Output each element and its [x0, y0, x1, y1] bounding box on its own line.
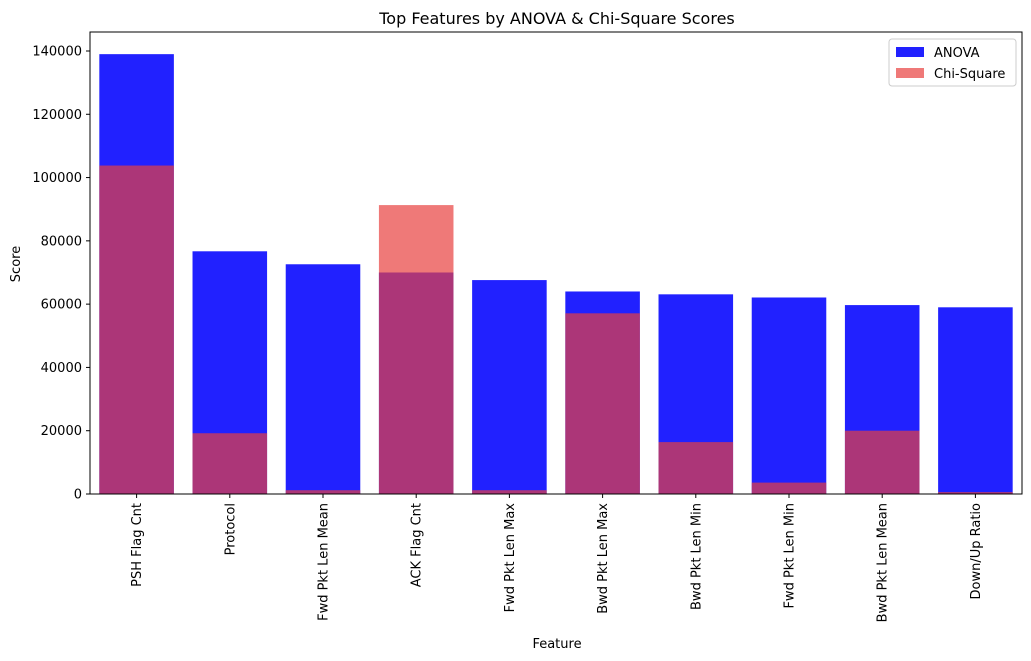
y-tick-label: 20000: [41, 424, 82, 439]
y-tick-label: 120000: [32, 108, 82, 123]
bar-1-10: [938, 307, 1013, 494]
bar-1-8: [751, 297, 827, 494]
x-tick-label: Down/Up Ratio: [969, 503, 984, 600]
bar-1-5: [472, 280, 547, 494]
bar-2-1: [99, 165, 174, 494]
x-tick-label: Bwd Pkt Len Max: [596, 503, 611, 614]
x-axis: PSH Flag Cnt Protocol Fwd Pkt Len Mean ACK …: [130, 494, 984, 622]
bar-2-7: [658, 442, 734, 494]
bar-2-8: [751, 482, 827, 494]
legend-label: ANOVA: [934, 46, 980, 61]
legend-swatch: [896, 68, 924, 78]
series-2-bars: [99, 165, 1013, 494]
legend: ANOVA Chi-Square: [888, 38, 1017, 87]
y-axis-label: Score: [9, 246, 24, 282]
bar-2-3: [285, 490, 361, 494]
bar-2-5: [472, 490, 547, 494]
x-tick-label: Fwd Pkt Len Mean: [317, 503, 332, 621]
x-tick-label: Fwd Pkt Len Min: [783, 503, 798, 609]
y-tick-label: 140000: [32, 44, 82, 59]
x-tick-label: Protocol: [223, 503, 238, 555]
bar-2-4: [378, 205, 454, 494]
bar-2-9: [844, 430, 920, 494]
bar-2-2: [192, 433, 268, 494]
x-axis-label: Feature: [532, 637, 581, 652]
y-tick-label: 40000: [41, 361, 82, 376]
y-tick-label: 100000: [32, 171, 82, 186]
x-tick-label: Fwd Pkt Len Max: [503, 503, 518, 613]
y-tick-label: 80000: [41, 234, 82, 249]
bar-2-10: [938, 492, 1013, 494]
plot-area: [89, 31, 1023, 495]
chart-title: Top Features by ANOVA & Chi-Square Score…: [378, 9, 735, 28]
legend-swatch: [896, 47, 924, 57]
x-tick-label: ACK Flag Cnt: [410, 503, 425, 587]
bar-1-3: [285, 264, 361, 494]
series-1-bars: [99, 54, 1013, 494]
bar-2-6: [565, 313, 640, 494]
y-axis: 0 20000 40000 60000 80000 100000 120000 140000: [32, 44, 90, 503]
x-tick-label: Bwd Pkt Len Mean: [876, 503, 891, 622]
legend-label: Chi-Square: [934, 67, 1005, 82]
x-tick-label: Bwd Pkt Len Min: [689, 503, 704, 610]
y-tick-label: 60000: [41, 298, 82, 313]
plot-frame: [89, 31, 1023, 495]
x-tick-label: PSH Flag Cnt: [130, 503, 145, 587]
y-tick-label: 0: [74, 488, 82, 503]
